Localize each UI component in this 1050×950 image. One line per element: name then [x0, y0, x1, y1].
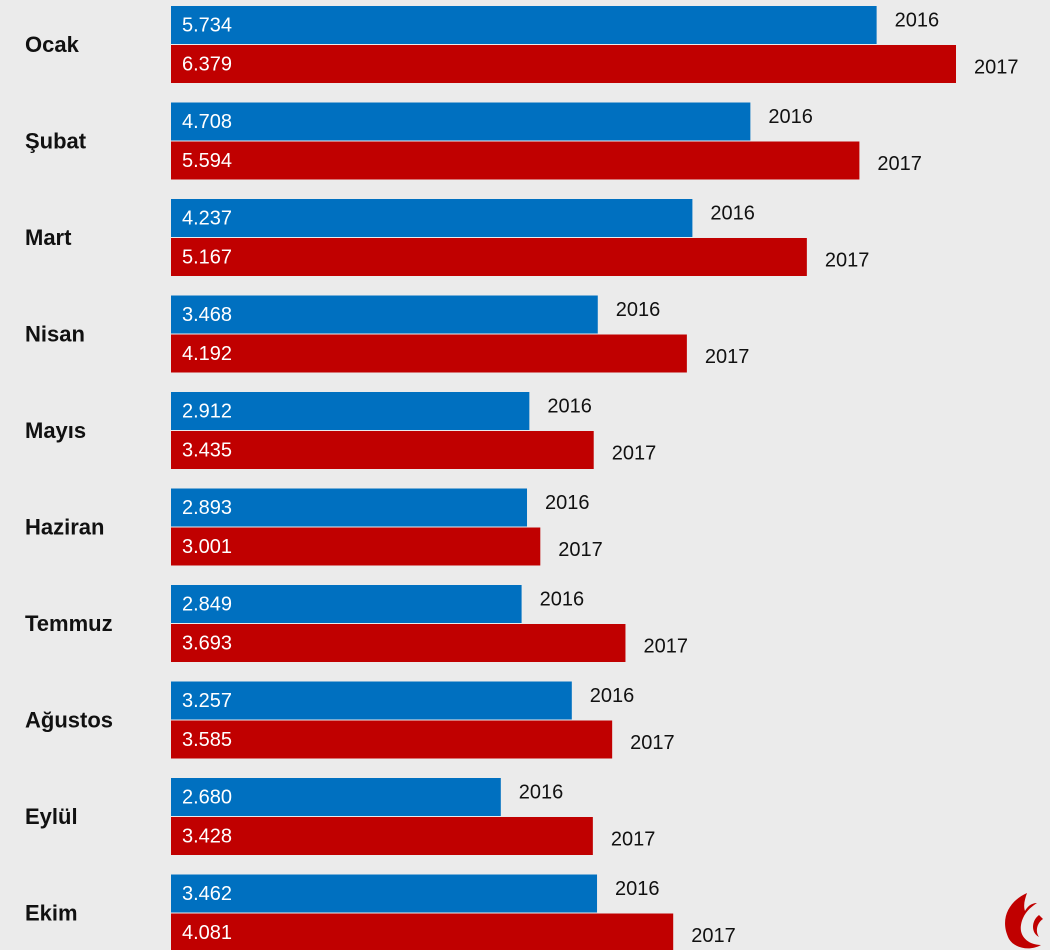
series-label: 2016: [519, 781, 564, 803]
value-label: 5.594: [182, 150, 232, 172]
bar: [171, 681, 572, 720]
bar: [171, 817, 593, 855]
series-label: 2016: [545, 492, 590, 514]
value-label: 3.257: [182, 690, 232, 712]
category-label: Şubat: [25, 128, 87, 153]
series-label: 2017: [877, 153, 922, 175]
value-label: 4.192: [182, 343, 232, 365]
series-label: 2017: [974, 56, 1019, 78]
series-label: 2017: [705, 346, 750, 368]
bar: [171, 392, 530, 430]
logo: [1005, 893, 1043, 949]
value-label: 3.462: [182, 883, 232, 905]
category-label: Ağustos: [25, 707, 113, 732]
logo-flame: [1005, 893, 1041, 949]
series-label: 2017: [611, 828, 656, 850]
value-label: 4.708: [182, 111, 232, 133]
value-label: 2.893: [182, 497, 232, 519]
bar: [171, 295, 598, 334]
value-label: 5.167: [182, 246, 232, 268]
value-label: 4.237: [182, 207, 232, 229]
bar: [171, 720, 613, 759]
series-label: 2016: [895, 9, 940, 31]
series-label: 2016: [547, 395, 592, 417]
bar: [171, 488, 528, 527]
value-label: 3.435: [182, 439, 232, 461]
series-label: 2017: [630, 732, 675, 754]
value-label: 2.849: [182, 593, 232, 615]
series-label: 2016: [768, 106, 813, 128]
bar: [171, 334, 687, 373]
value-label: 3.468: [182, 304, 232, 326]
value-label: 5.734: [182, 14, 232, 36]
value-label: 3.001: [182, 536, 232, 558]
category-label: Ocak: [25, 32, 80, 57]
bar: [171, 141, 860, 180]
value-label: 6.379: [182, 53, 232, 75]
series-label: 2017: [558, 539, 603, 561]
series-label: 2016: [710, 202, 755, 224]
category-label: Eylül: [25, 804, 78, 829]
series-label: 2016: [616, 299, 661, 321]
bar: [171, 45, 956, 83]
bar: [171, 431, 594, 469]
bar: [171, 585, 522, 623]
value-label: 3.428: [182, 825, 232, 847]
bar: [171, 238, 807, 276]
category-label: Mart: [25, 225, 72, 250]
series-label: 2017: [612, 442, 657, 464]
value-label: 4.081: [182, 922, 232, 944]
bar: [171, 913, 674, 950]
bar: [171, 6, 877, 44]
bar: [171, 778, 501, 816]
category-label: Ekim: [25, 900, 78, 925]
bar: [171, 199, 693, 237]
series-label: 2016: [590, 685, 635, 707]
logo-flame-inner: [1033, 915, 1043, 937]
category-label: Haziran: [25, 514, 104, 539]
value-label: 2.912: [182, 400, 232, 422]
series-label: 2017: [691, 925, 736, 947]
category-label: Mayıs: [25, 418, 86, 443]
bar: [171, 624, 626, 662]
category-label: Nisan: [25, 321, 85, 346]
category-label: Temmuz: [25, 611, 113, 636]
series-label: 2016: [615, 878, 660, 900]
bar: [171, 102, 751, 141]
series-label: 2017: [643, 635, 688, 657]
series-label: 2017: [825, 249, 870, 271]
series-label: 2016: [540, 588, 585, 610]
bar: [171, 874, 598, 913]
value-label: 3.585: [182, 729, 232, 751]
value-label: 2.680: [182, 786, 232, 808]
value-label: 3.693: [182, 632, 232, 654]
bar: [171, 527, 541, 566]
